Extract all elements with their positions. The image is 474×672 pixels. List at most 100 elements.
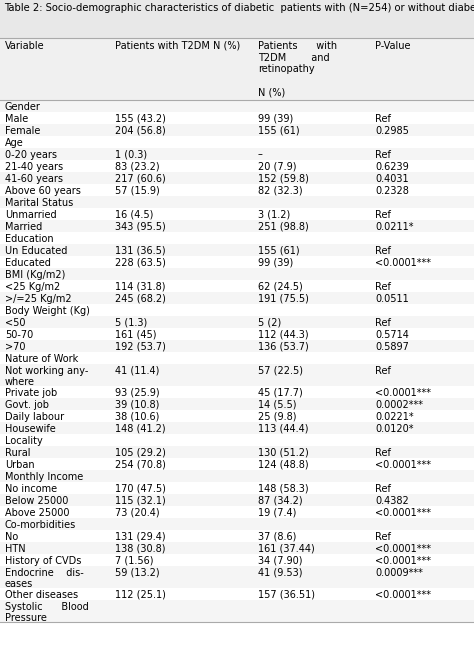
Text: 16 (4.5): 16 (4.5) [115,210,154,220]
Bar [0,316,474,328]
Bar [0,600,474,622]
Text: 62 (24.5): 62 (24.5) [258,282,303,292]
Bar [0,470,474,482]
Bar [0,340,474,352]
Bar [0,124,474,136]
Bar [0,280,474,292]
Text: 57 (15.9): 57 (15.9) [115,185,160,196]
Bar [0,422,474,434]
Text: >/=25 Kg/m2: >/=25 Kg/m2 [5,294,72,304]
Text: 191 (75.5): 191 (75.5) [258,294,309,304]
Text: HTN: HTN [5,544,26,554]
Bar [0,268,474,280]
Text: Married: Married [5,222,42,231]
Text: Rural: Rural [5,448,30,458]
Text: 192 (53.7): 192 (53.7) [115,341,166,351]
Text: Nature of Work: Nature of Work [5,353,78,364]
Text: 155 (61): 155 (61) [258,245,300,255]
Text: 41 (11.4): 41 (11.4) [115,366,159,376]
Bar [0,38,474,100]
Text: Above 25000: Above 25000 [5,507,70,517]
Bar [0,554,474,566]
Text: 45 (17.7): 45 (17.7) [258,388,303,398]
Text: No income: No income [5,483,57,493]
Text: 136 (53.7): 136 (53.7) [258,341,309,351]
Bar [0,482,474,494]
Text: 0.2985: 0.2985 [375,126,409,136]
Text: 112 (25.1): 112 (25.1) [115,589,166,599]
Text: Co-morbidities: Co-morbidities [5,519,76,530]
Text: 157 (36.51): 157 (36.51) [258,589,315,599]
Text: Variable: Variable [5,41,45,51]
Text: <0.0001***: <0.0001*** [375,556,431,566]
Text: –: – [258,149,263,159]
Bar [0,220,474,232]
Text: Ref: Ref [375,448,391,458]
Text: Private job: Private job [5,388,57,398]
Text: 50-70: 50-70 [5,329,33,339]
Text: 34 (7.90): 34 (7.90) [258,556,302,566]
Text: <25 Kg/m2: <25 Kg/m2 [5,282,60,292]
Text: 0.0002***: 0.0002*** [375,399,423,409]
Text: Ref: Ref [375,245,391,255]
Bar [0,160,474,172]
Bar [0,208,474,220]
Text: 37 (8.6): 37 (8.6) [258,532,296,542]
Text: 0.2328: 0.2328 [375,185,409,196]
Text: Ref: Ref [375,210,391,220]
Text: Housewife: Housewife [5,423,56,433]
Text: Below 25000: Below 25000 [5,495,68,505]
Text: <0.0001***: <0.0001*** [375,388,431,398]
Text: 131 (36.5): 131 (36.5) [115,245,165,255]
Text: 0.0009***: 0.0009*** [375,567,423,577]
Text: 115 (32.1): 115 (32.1) [115,495,166,505]
Bar [0,352,474,364]
Text: 99 (39): 99 (39) [258,114,293,124]
Text: 21-40 years: 21-40 years [5,161,63,171]
Text: 1 (0.3): 1 (0.3) [115,149,147,159]
Text: 73 (20.4): 73 (20.4) [115,507,160,517]
Text: 245 (68.2): 245 (68.2) [115,294,166,304]
Bar [0,458,474,470]
Text: 130 (51.2): 130 (51.2) [258,448,309,458]
Text: 87 (34.2): 87 (34.2) [258,495,302,505]
Bar [0,410,474,422]
Text: <50: <50 [5,317,26,327]
Text: Age: Age [5,138,24,147]
Text: 7 (1.56): 7 (1.56) [115,556,154,566]
Text: Locality: Locality [5,435,43,446]
Text: 41-60 years: 41-60 years [5,173,63,183]
Text: 99 (39): 99 (39) [258,257,293,267]
Text: 82 (32.3): 82 (32.3) [258,185,302,196]
Text: 0.0511: 0.0511 [375,294,409,304]
Text: Ref: Ref [375,114,391,124]
Text: 152 (59.8): 152 (59.8) [258,173,309,183]
Text: 114 (31.8): 114 (31.8) [115,282,165,292]
Text: Daily labour: Daily labour [5,411,64,421]
Text: 83 (23.2): 83 (23.2) [115,161,160,171]
Text: Body Weight (Kg): Body Weight (Kg) [5,306,90,315]
Text: 93 (25.9): 93 (25.9) [115,388,160,398]
Text: 105 (29.2): 105 (29.2) [115,448,166,458]
Text: Un Educated: Un Educated [5,245,67,255]
Text: No: No [5,532,18,542]
Text: 228 (63.5): 228 (63.5) [115,257,166,267]
Text: Urban: Urban [5,460,35,470]
Bar [0,100,474,112]
Text: 5 (2): 5 (2) [258,317,281,327]
Text: >70: >70 [5,341,26,351]
Bar [0,136,474,148]
Text: 0.5714: 0.5714 [375,329,409,339]
Text: Monthly Income: Monthly Income [5,472,83,482]
Bar [0,530,474,542]
Text: Education: Education [5,233,54,243]
Bar [0,398,474,410]
Text: Patients      with
T2DM        and
retinopathy

N (%): Patients with T2DM and retinopathy N (%) [258,41,337,97]
Text: 0.4382: 0.4382 [375,495,409,505]
Bar [0,518,474,530]
Text: 204 (56.8): 204 (56.8) [115,126,166,136]
Text: 148 (58.3): 148 (58.3) [258,483,309,493]
Text: 161 (45): 161 (45) [115,329,156,339]
Text: 254 (70.8): 254 (70.8) [115,460,166,470]
Text: Patients with T2DM N (%): Patients with T2DM N (%) [115,41,240,51]
